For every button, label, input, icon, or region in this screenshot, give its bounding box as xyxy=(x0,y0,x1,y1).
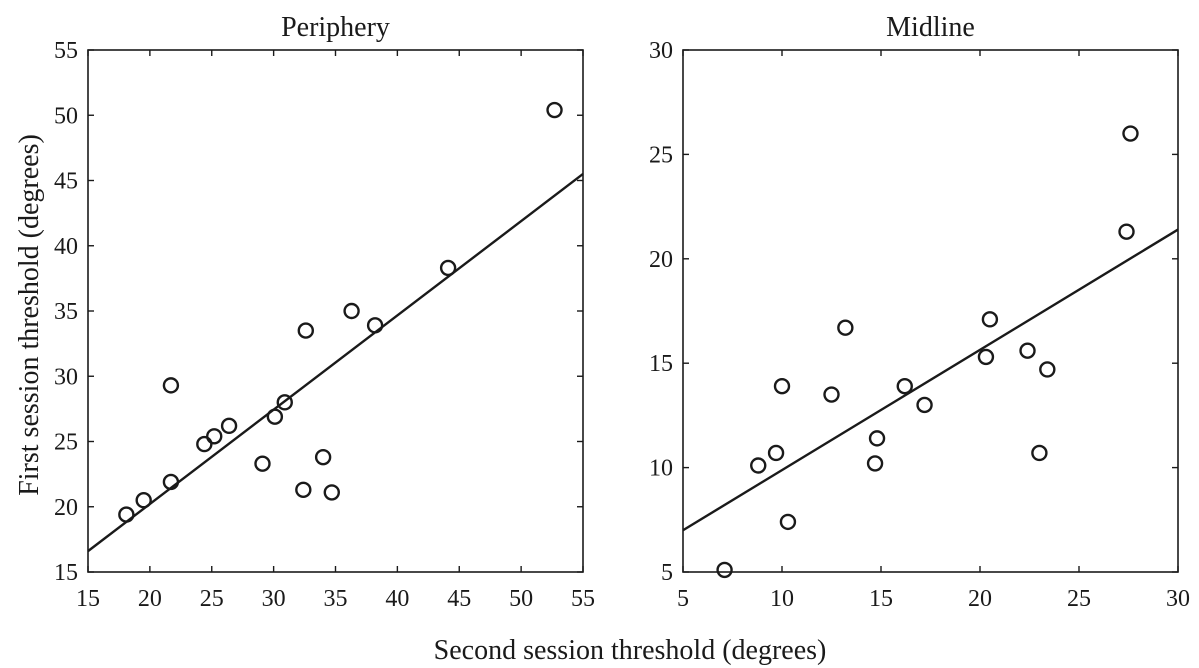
midline-data-point xyxy=(750,457,767,474)
midline-data-point xyxy=(977,348,995,366)
midline-panel: Midline 5 10 15 20 25 30 5 10 15 20 25 30 xyxy=(649,12,1190,612)
shared-x-axis-label: Second session threshold (degrees) xyxy=(434,635,827,666)
midline-data-point xyxy=(1122,125,1139,142)
periphery-fit-line xyxy=(87,173,584,553)
midline-data-point xyxy=(1031,444,1048,462)
periphery-title: Periphery xyxy=(281,12,390,43)
midline-data-point xyxy=(767,444,785,462)
midline-data-point xyxy=(896,377,913,395)
periphery-y-tick-label: 15 xyxy=(54,560,78,586)
periphery-data-point xyxy=(196,435,213,453)
periphery-x-tick-label: 45 xyxy=(447,586,471,612)
midline-plot-frame xyxy=(682,49,1179,573)
midline-data-point xyxy=(716,561,733,579)
periphery-data-point xyxy=(366,317,384,334)
shared-y-axis-label: First session threshold (degrees) xyxy=(14,134,45,496)
periphery-panel: Periphery 15 20 25 30 35 40 45 50 55 15 20 25 30 35 40 4… xyxy=(54,12,595,612)
periphery-x-tick-label: 25 xyxy=(200,586,224,612)
periphery-data-point xyxy=(314,448,332,466)
midline-data-point xyxy=(823,386,840,403)
periphery-data-point xyxy=(135,492,152,509)
midline-y-tick-label: 15 xyxy=(649,351,673,377)
midline-y-tick-label: 20 xyxy=(649,247,673,273)
periphery-y-tick-label: 40 xyxy=(54,234,78,260)
midline-data-point xyxy=(1019,342,1036,359)
midline-data-point xyxy=(981,311,999,328)
midline-y-tick-label: 5 xyxy=(661,560,673,586)
periphery-x-tick-label: 40 xyxy=(385,586,409,612)
midline-x-tick-label: 10 xyxy=(770,586,794,612)
periphery-data-point xyxy=(297,322,314,339)
periphery-data-point xyxy=(162,473,180,491)
midline-y-tick-label: 30 xyxy=(649,38,673,64)
periphery-data-point xyxy=(220,417,238,435)
midline-fit-line xyxy=(682,228,1179,532)
periphery-data-point xyxy=(206,428,223,445)
midline-x-tick-label: 5 xyxy=(677,586,689,612)
periphery-x-tick-label: 50 xyxy=(509,586,533,612)
periphery-data-point xyxy=(266,408,284,425)
midline-x-tick-label: 15 xyxy=(869,586,893,612)
periphery-y-tick-label: 50 xyxy=(54,103,78,129)
periphery-y-tick-label: 20 xyxy=(54,495,78,521)
midline-data-point xyxy=(1039,361,1056,378)
periphery-data-point xyxy=(254,455,271,472)
periphery-y-tick-label: 25 xyxy=(54,430,78,456)
periphery-data-point xyxy=(162,377,180,394)
midline-y-tick-label: 10 xyxy=(649,456,673,482)
periphery-x-tick-label: 15 xyxy=(76,586,100,612)
periphery-x-tick-label: 30 xyxy=(262,586,286,612)
periphery-data-point xyxy=(295,481,312,498)
periphery-data-point xyxy=(118,506,135,523)
midline-x-tick-label: 20 xyxy=(968,586,992,612)
periphery-data-point xyxy=(323,484,340,501)
periphery-x-tick-label: 20 xyxy=(138,586,162,612)
periphery-y-tick-label: 55 xyxy=(54,38,78,64)
midline-y-tick-label: 25 xyxy=(649,142,673,168)
midline-x-tick-label: 25 xyxy=(1067,586,1091,612)
midline-data-point xyxy=(837,319,854,336)
periphery-data-point xyxy=(343,302,360,320)
periphery-y-tick-label: 45 xyxy=(54,169,78,195)
midline-data-point xyxy=(779,513,797,531)
periphery-y-tick-label: 35 xyxy=(54,299,78,325)
midline-x-tick-label: 30 xyxy=(1166,586,1190,612)
periphery-data-point xyxy=(546,101,563,119)
midline-data-point xyxy=(868,430,886,447)
midline-data-point xyxy=(916,396,933,414)
midline-data-point xyxy=(773,377,791,395)
midline-data-point xyxy=(866,455,884,472)
periphery-x-tick-label: 35 xyxy=(324,586,348,612)
midline-data-point xyxy=(1118,223,1135,240)
midline-title: Midline xyxy=(886,12,975,43)
periphery-y-tick-label: 30 xyxy=(54,364,78,390)
periphery-data-point xyxy=(276,394,293,411)
periphery-x-tick-label: 55 xyxy=(571,586,595,612)
periphery-data-point xyxy=(439,259,457,277)
